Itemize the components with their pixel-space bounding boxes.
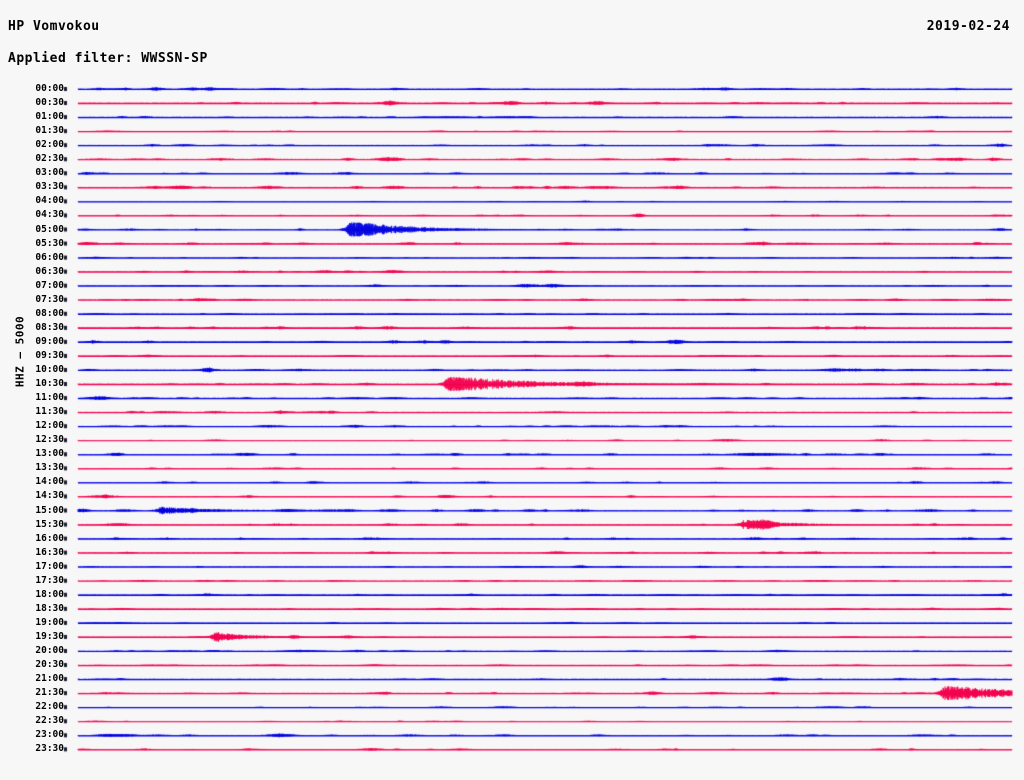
time-axis-tick-label: 09:30 [35,349,64,361]
time-axis-tick-label: 07:30 [35,293,64,305]
time-axis-tick-label: 00:30 [35,97,64,109]
time-axis-tick-label: 06:00 [35,251,64,263]
time-axis-tick-label: 22:00 [35,701,64,713]
time-axis-tick-label: 04:30 [35,209,64,221]
seismogram-plot-area: 00:00 00:30 01:00 01:30 02:00 02:30 03:00 03:30… [0,78,1024,768]
time-axis-tick-label: 05:30 [35,237,64,249]
time-axis-tick-label: 08:30 [35,321,64,333]
time-axis-labels: 00:00 00:30 01:00 01:30 02:00 02:30 03:00 03:30… [0,78,64,768]
seismogram-trace-canvas [0,78,1024,768]
time-axis-tick-label: 03:00 [35,167,64,179]
time-axis-tick-label: 16:30 [35,546,64,558]
time-axis-tick-label: 08:00 [35,307,64,319]
time-axis-tick-label: 11:30 [35,406,64,418]
time-axis-tick-label: 00:00 [35,83,64,94]
time-axis-tick-label: 14:30 [35,490,64,502]
time-axis-tick-label: 17:30 [35,574,64,586]
time-axis-tick-label: 18:00 [35,588,64,600]
time-axis-tick-label: 20:00 [35,645,64,656]
time-axis-tick-label: 10:30 [35,378,64,390]
time-axis-tick-label: 06:30 [35,265,64,277]
time-axis-tick-label: 19:30 [35,630,64,642]
time-axis-tick-label: 03:30 [35,181,64,193]
time-axis-tick-label: 02:30 [35,153,64,165]
time-axis-tick-label: 10:00 [35,364,64,375]
time-axis-tick-label: 04:00 [35,195,64,207]
time-axis-tick-label: 20:30 [35,659,64,671]
time-axis-tick-label: 12:30 [35,434,64,446]
time-axis-tick-label: 15:30 [35,518,64,530]
time-axis-tick-label: 09:00 [35,335,64,347]
time-axis-tick-label: 15:00 [35,504,64,516]
time-axis-tick-label: 11:00 [35,392,64,404]
record-date: 2019-02-24 [926,19,1010,34]
time-axis-tick-label: 21:30 [35,687,64,699]
time-axis-tick-label: 22:30 [35,715,64,727]
time-axis-tick-label: 02:00 [35,139,64,151]
time-axis-tick-label: 21:00 [35,673,64,685]
time-axis-tick-label: 01:30 [35,125,64,137]
applied-filter-label: Applied filter: WWSSN-SP [8,51,208,66]
time-axis-tick-label: 16:00 [35,532,64,544]
time-axis-tick-label: 07:00 [35,279,64,291]
time-axis-tick-label: 18:30 [35,602,64,614]
time-axis-tick-label: 01:00 [35,111,64,123]
time-axis-tick-label: 13:00 [35,448,64,460]
time-axis-tick-label: 19:00 [35,616,64,628]
time-axis-tick-label: 17:00 [35,560,64,572]
time-axis-tick-label: 12:00 [35,420,64,432]
time-axis-tick-label: 05:00 [35,223,64,235]
page-title: HP Vomvokou [8,19,100,34]
time-axis-tick-label: 23:30 [35,743,64,755]
time-axis-tick-label: 13:30 [35,462,64,474]
time-axis-tick-label: 14:00 [35,476,64,488]
time-axis-tick-label: 23:00 [35,729,64,741]
